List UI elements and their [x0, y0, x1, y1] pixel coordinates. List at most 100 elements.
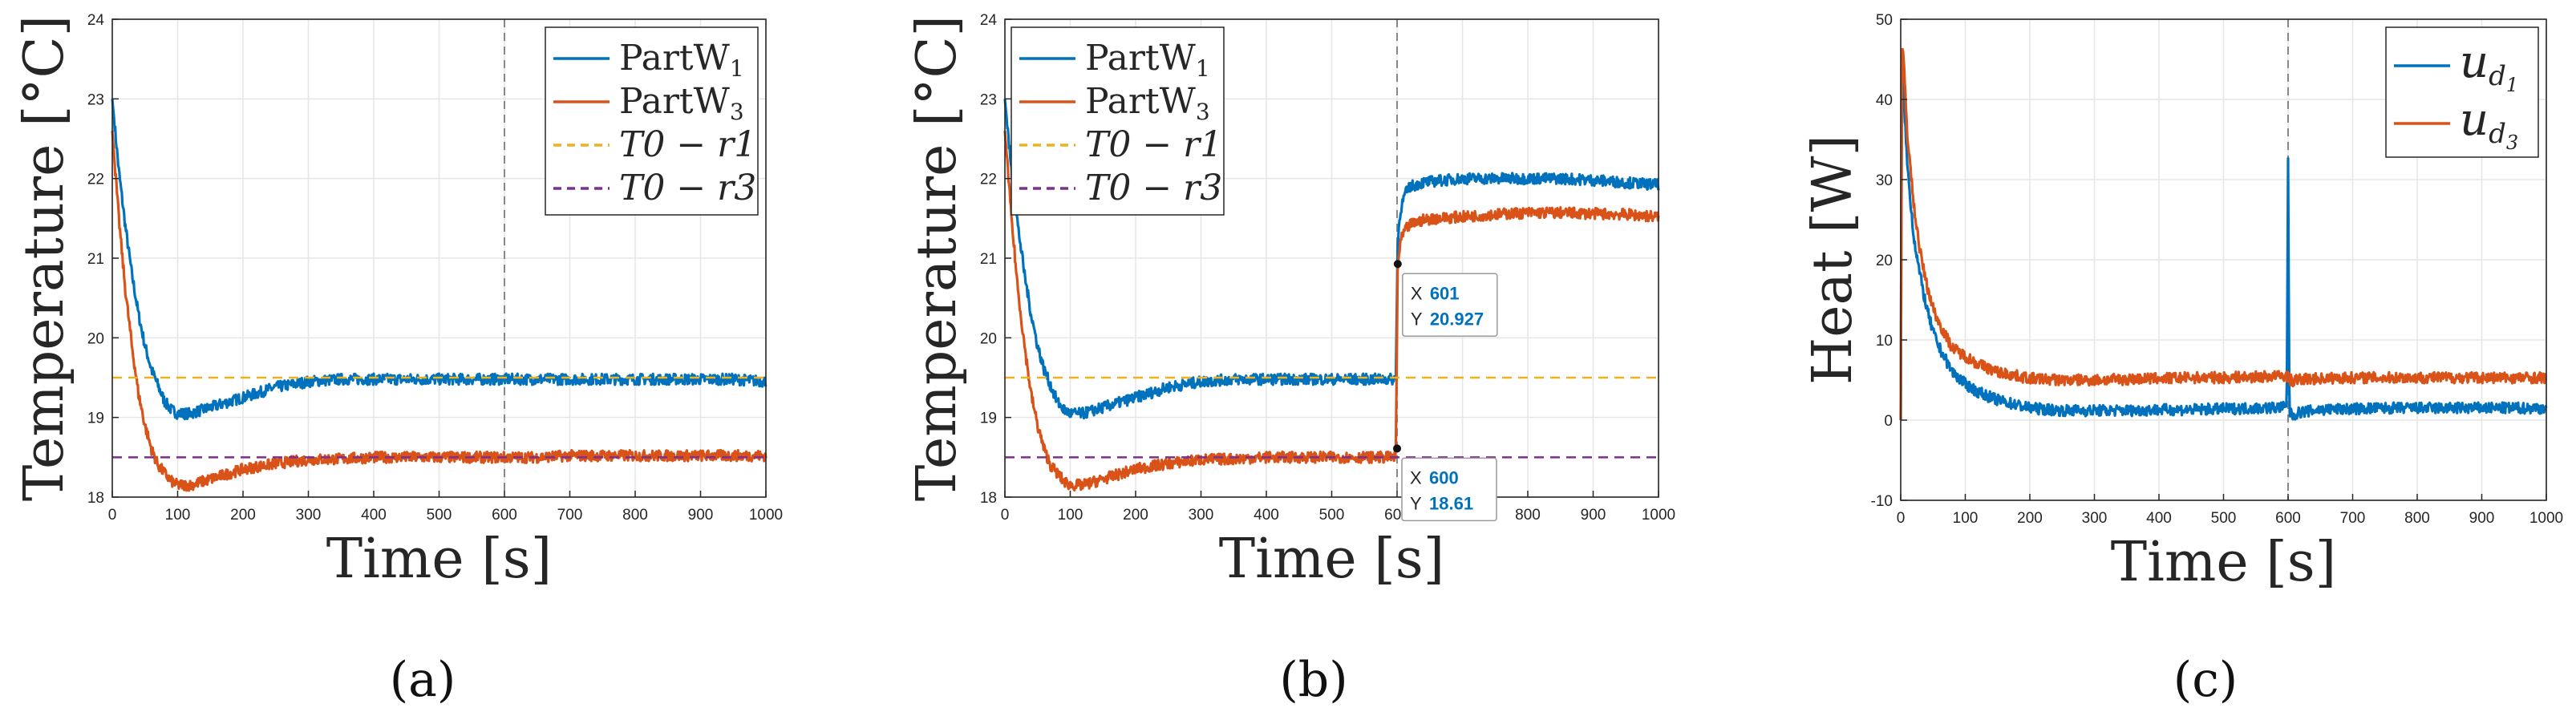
y-tick-label: 21: [87, 251, 104, 268]
x-tick-label: 0: [108, 507, 117, 524]
y-tick-label: 24: [87, 12, 105, 29]
y-tick-label: 21: [980, 251, 997, 268]
legend-subsubscript: 1: [2506, 74, 2518, 96]
series-line-0: [1899, 67, 2548, 421]
x-tick-label: 600: [2275, 510, 2301, 527]
x-tick-label: 0: [1897, 510, 1906, 527]
legend-entry-3: T0 − r3: [1085, 168, 1222, 208]
x-tick-label: 300: [2082, 510, 2108, 527]
y-tick-label: 23: [980, 91, 997, 108]
y-tick-label: 18: [980, 490, 997, 507]
y-tick-label: 10: [1876, 333, 1893, 350]
x-tick-label: 500: [427, 507, 452, 524]
x-tick-label: 900: [1581, 507, 1606, 524]
x-tick-label: 100: [1953, 510, 1979, 527]
datatip-marker: [1393, 444, 1401, 453]
y-tick-label: 19: [980, 411, 997, 427]
x-tick-label: 200: [2017, 510, 2043, 527]
legend-entry-2: T0 − r1: [1085, 124, 1222, 165]
y-tick-label: 22: [87, 172, 104, 188]
x-tick-label: 800: [2404, 510, 2430, 527]
datatip-box: [1402, 273, 1498, 338]
x-tick-label: 200: [1123, 507, 1148, 524]
x-tick-label: 1000: [1642, 507, 1675, 524]
x-tick-label: 0: [1001, 507, 1010, 524]
x-tick-label: 700: [557, 507, 583, 524]
y-tick-label: 22: [980, 172, 997, 188]
y-tick-label: 18: [87, 490, 104, 507]
legend-entry-1: PartW3: [619, 81, 744, 125]
panel-label-a: (a): [390, 652, 456, 708]
y-tick-label: 50: [1876, 12, 1893, 29]
x-tick-label: 400: [2146, 510, 2172, 527]
x-tick-label: 400: [1254, 507, 1279, 524]
datatip-box: [1401, 457, 1497, 522]
x-tick-label: 500: [2211, 510, 2237, 527]
datatip-y-label: Y: [1410, 493, 1422, 513]
series-line-0: [1003, 99, 1660, 420]
chart-c: 0 100 200 300 400 500 600 700 800 900 1000-1001020…: [1801, 12, 2563, 594]
x-tick-label: 300: [1189, 507, 1214, 524]
chart-a: 0 100 200 300 400 500 600 700 800 900 1000 18 19 20 21…: [13, 12, 783, 591]
legend-subscript: 3: [1196, 99, 1210, 125]
legend-subscript: 1: [1196, 55, 1210, 82]
legend-entry-1: PartW3: [1085, 81, 1210, 125]
y-tick-label: 20: [87, 330, 104, 347]
x-tick-label: 400: [361, 507, 387, 524]
panel-label-c: (c): [2173, 652, 2238, 708]
datatip-y-value: 20.927: [1430, 309, 1484, 329]
y-tick-label: 0: [1884, 413, 1893, 430]
x-tick-label: 900: [688, 507, 714, 524]
x-tick-label: 300: [296, 507, 322, 524]
datatip-y-value: 18.61: [1429, 493, 1473, 513]
y-tick-label: 40: [1876, 92, 1893, 109]
x-tick-label: 900: [2469, 510, 2495, 527]
legend-entry-0: PartW1: [1085, 38, 1210, 82]
datatip-x-value: 601: [1430, 283, 1460, 303]
legend-subscript: d: [2489, 60, 2506, 92]
y-axis-label: Temperature [°C]: [13, 15, 76, 501]
legend-subscript: 1: [730, 55, 744, 82]
legend-entry-0: PartW1: [619, 38, 744, 82]
datatip-x-label: X: [1411, 283, 1423, 303]
y-tick-label: 20: [1876, 253, 1893, 269]
datatip-y-label: Y: [1411, 309, 1423, 329]
x-tick-label: 100: [165, 507, 191, 524]
x-axis-label: Time [s]: [2111, 531, 2336, 594]
x-axis-label: Time [s]: [326, 528, 552, 591]
x-tick-label: 1000: [2529, 510, 2563, 527]
y-tick-label: 24: [980, 12, 998, 29]
y-tick-label: 23: [87, 91, 104, 108]
y-axis-label: Temperature [°C]: [905, 15, 969, 501]
x-tick-label: 500: [1319, 507, 1345, 524]
legend-subsubscript: 3: [2506, 131, 2518, 154]
x-tick-label: 800: [1515, 507, 1541, 524]
x-tick-label: 600: [492, 507, 517, 524]
datatip-marker: [1393, 260, 1402, 269]
x-tick-label: 1000: [749, 507, 783, 524]
y-axis-label: Heat [W]: [1801, 135, 1865, 385]
datatip-1: X 600 Y 18.61: [1393, 444, 1497, 522]
legend-entry-3: T0 − r3: [619, 168, 756, 208]
series-line-1: [1899, 47, 2548, 421]
legend-subscript: d: [2489, 118, 2506, 150]
series-line-1: [111, 130, 768, 492]
datatip-x-value: 600: [1429, 467, 1459, 487]
datatip-0: X 601 Y 20.927: [1393, 260, 1498, 338]
x-tick-label: 200: [230, 507, 256, 524]
x-tick-label: 800: [622, 507, 648, 524]
x-tick-label: 100: [1058, 507, 1083, 524]
panel-label-b: (b): [1279, 652, 1347, 708]
y-tick-label: -10: [1871, 493, 1893, 510]
x-tick-label: 700: [2340, 510, 2366, 527]
legend-entry-2: T0 − r1: [619, 124, 756, 165]
legend-box: [2385, 26, 2539, 158]
series-line-1: [1003, 130, 1660, 492]
y-tick-label: 30: [1876, 172, 1893, 189]
series-line-0: [111, 99, 768, 421]
x-axis-label: Time [s]: [1219, 528, 1444, 591]
